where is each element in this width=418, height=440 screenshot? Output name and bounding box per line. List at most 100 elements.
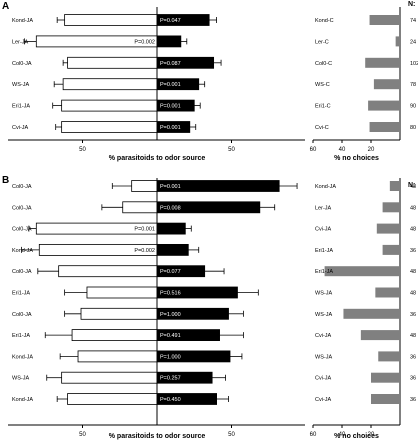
category-label: Kond-C [315,18,334,24]
x-tick-label: 50 [79,432,86,438]
x-tick-label: 40 [339,147,346,153]
bar-left [61,99,158,112]
n-value: 36 [410,248,416,254]
n-value: 48 [410,333,416,339]
bar-left [67,56,158,69]
no-choice-bar [371,372,400,383]
bar-left [64,14,158,26]
category-label: Kond-JA [315,184,336,190]
n-value: 24 [410,39,416,45]
n-value: 74 [410,18,416,24]
x-tick-label: 50 [79,147,86,153]
category-label: Col0-JA [12,184,32,190]
no-choice-bar [324,266,400,277]
p-value-label: P=0.001 [160,104,181,110]
category-label: Col0-JA [12,205,32,211]
no-choice-bar [369,122,400,132]
n-value: 48 [410,227,416,233]
category-label: Cvi-C [315,125,329,131]
p-value-label: P=0.516 [160,291,181,297]
bar-left [131,180,158,192]
category-label: Cvi-JA [315,227,332,233]
no-choice-bar [343,308,400,319]
x-tick-label: 50 [228,432,235,438]
category-label: Ler-JA [315,205,332,211]
n-header: N: [408,1,415,8]
bar-right [156,307,229,320]
x-axis-label: % no choices [334,155,379,162]
n-value: 48 [410,291,416,297]
n-value: 48 [410,269,416,275]
p-value-label: P=1.000 [160,354,181,360]
category-label: Ler-JA [12,39,29,45]
n-value: 36 [410,312,416,318]
category-label: Kond-JA [12,354,33,360]
category-label: Kond-JA [12,18,33,24]
p-value-label: P=1.000 [160,312,181,318]
no-choice-bar [389,181,400,191]
category-label: Eri1-JA [12,333,30,339]
category-label: Eri1-C [315,104,331,110]
category-label: Cvi-JA [315,333,332,339]
n-value: 36 [410,354,416,360]
category-label: WS-C [315,82,330,88]
p-value-label: P=0.001 [160,184,181,190]
n-value: 48 [410,184,416,190]
no-choice-bar [368,100,400,111]
x-axis-label: % parasitoids to odor source [109,155,206,162]
p-value-label: P=0.047 [160,18,181,24]
bar-left [61,371,158,384]
bar-left [71,329,158,342]
no-choice-bar [382,244,400,255]
bar-left [122,201,158,214]
bar-left [80,307,158,320]
panel-a-no-choice-chart: 60 40 20 % no choices N: Kond-C 74 Ler-C 24 Col0-… [310,1,418,162]
category-label: Cvi-JA [315,397,332,403]
no-choice-bar [373,79,400,90]
bar-left [86,286,158,299]
bar-left [58,265,158,278]
no-choice-bar [376,223,400,234]
category-label: Kond-JA [12,397,33,403]
category-label: Eri1-JA [12,291,30,297]
p-value-label: P=0.001 [160,82,181,88]
n-value: 78 [410,82,416,88]
category-label: WS-JA [315,312,332,318]
category-label: WS-JA [12,376,29,382]
p-value-label: P=0.257 [160,376,181,382]
x-tick-label: 60 [310,147,317,153]
bar-left [67,393,158,405]
panel-b-choice-chart: 50 50 % parasitoids to odor source Col0-JA P… [8,178,305,440]
panel-labels: AB [2,1,9,186]
p-value-label: P=0.001 [134,227,155,233]
category-label: WS-JA [315,354,332,360]
n-value: 36 [410,376,416,382]
p-value-label: P=0.077 [160,269,181,275]
p-value-label: P=0.087 [160,61,181,67]
n-header: N: [408,182,415,189]
bar-left [61,121,158,133]
panel-label-b: B [2,175,9,186]
no-choice-bar [375,287,400,298]
category-label: Col0-JA [12,312,32,318]
category-label: Ler-C [315,39,329,45]
n-value: 36 [410,397,416,403]
bar-right [156,35,182,48]
bar-left [77,350,158,363]
panel-a-choice-chart: 50 50 % parasitoids to odor source Kond-JA P… [8,7,305,162]
bar-right [156,286,238,299]
category-label: Cvi-JA [12,125,29,131]
category-label: Kond-JA [12,248,33,254]
no-choice-bar [378,351,400,362]
x-tick-label: 50 [228,147,235,153]
category-label: Eri1-JA [12,104,30,110]
x-axis-label: % no choices [334,433,379,440]
category-label: Col0-JA [12,227,32,233]
x-tick-label: 40 [339,432,346,438]
no-choice-bar [382,202,400,213]
p-value-label: P=0.002 [134,39,155,45]
p-value-label: P=0.450 [160,397,181,403]
panel-b-no-choice-chart: 60 40 20% no choices N: Kond-JA 48 Ler-JA 48 Cvi… [310,178,416,440]
p-value-label: P=0.002 [134,248,155,254]
